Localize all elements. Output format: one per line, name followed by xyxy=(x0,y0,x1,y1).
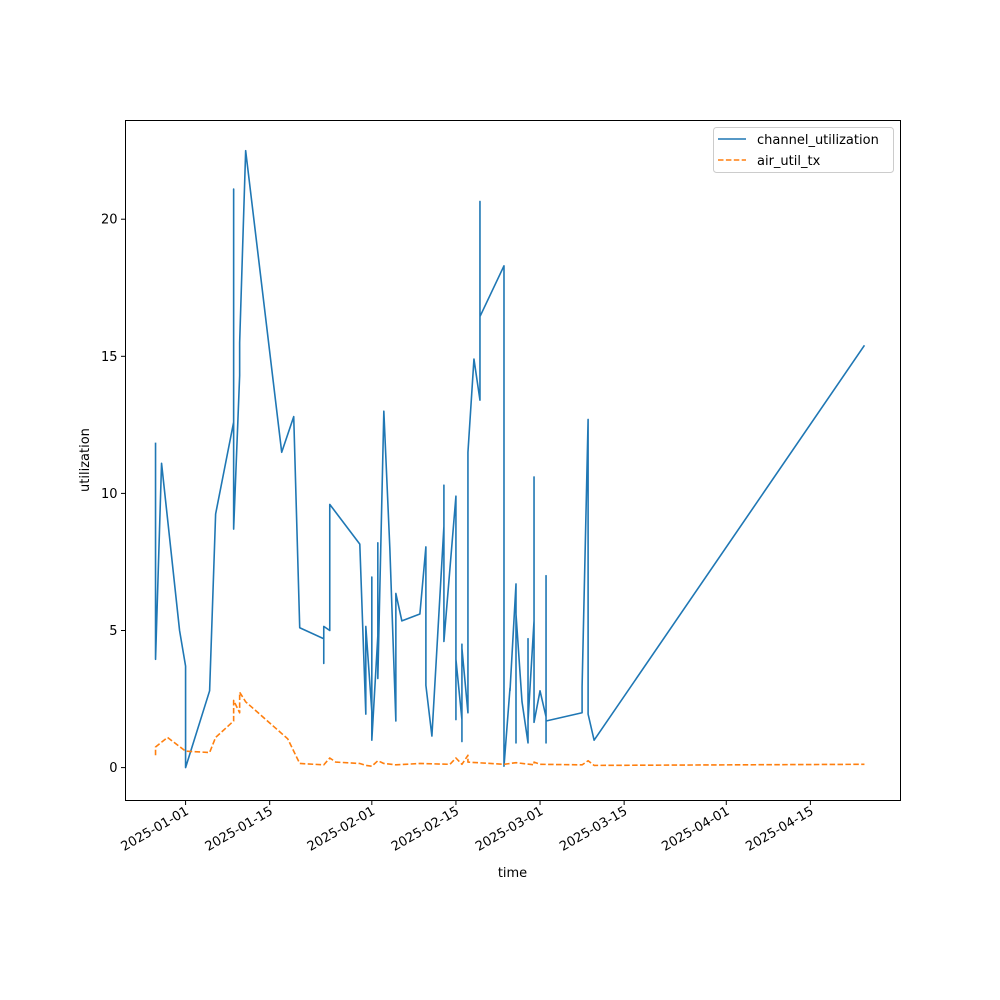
y-tick-label: 5 xyxy=(109,624,117,639)
y-axis: 0 5 10 15 20 xyxy=(101,213,126,776)
series-line-air-util-tx xyxy=(154,691,865,768)
legend-box xyxy=(713,127,894,173)
series-layer xyxy=(154,149,866,769)
y-tick-label: 0 xyxy=(109,761,117,776)
legend-label: air_util_tx xyxy=(757,154,821,169)
y-axis-label: utilization xyxy=(78,428,93,492)
y-tick-label: 15 xyxy=(101,350,118,365)
legend: channel_utilization air_util_tx xyxy=(713,127,894,173)
plot-area xyxy=(125,120,901,801)
y-tick-label: 10 xyxy=(101,487,118,502)
plot-frame xyxy=(125,120,901,801)
y-tick-label: 20 xyxy=(101,213,118,228)
x-axis-label: time xyxy=(498,866,527,881)
legend-label: channel_utilization xyxy=(757,133,879,148)
series-line-channel-utilization xyxy=(154,149,866,769)
